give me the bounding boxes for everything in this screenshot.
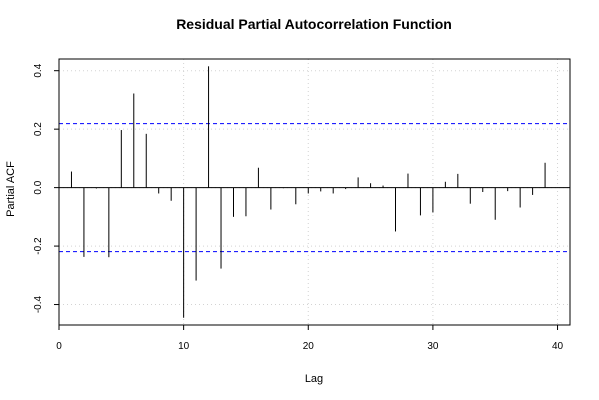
x-tick-label: 40	[552, 341, 564, 352]
y-tick-label: -0.2	[33, 237, 44, 255]
x-tick-label: 0	[56, 341, 62, 352]
plot-frame	[58, 58, 571, 326]
x-tick-label: 20	[303, 341, 315, 352]
y-axis-label: Partial ACF	[5, 161, 17, 217]
x-axis-label: Lag	[305, 373, 323, 385]
pacf-bars	[59, 66, 570, 318]
y-tick-label: -0.4	[33, 295, 44, 313]
y-tick-label: 0.2	[33, 122, 44, 136]
x-tick-label: 10	[178, 341, 190, 352]
y-tick-label: 0.4	[33, 63, 44, 77]
confidence-bounds	[59, 123, 570, 253]
y-tick-label: 0.0	[33, 180, 44, 194]
chart-title: Residual Partial Autocorrelation Functio…	[176, 16, 452, 32]
axes: 0 10 20 30 40 -0.4 -0.2 0.0 0.2 0.4	[33, 63, 564, 352]
x-tick-label: 30	[427, 341, 439, 352]
grid-lines	[58, 59, 570, 325]
